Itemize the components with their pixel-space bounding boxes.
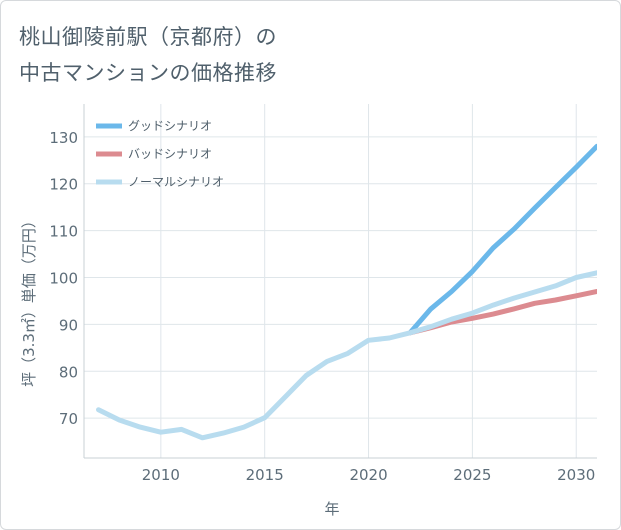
y-tick-label: 130 [49,129,78,147]
x-tick-label: 2025 [453,466,491,484]
page-title: 桃山御陵前駅（京都府）の 中古マンションの価格推移 [19,19,277,91]
x-tick-label: 2020 [349,466,387,484]
axes [83,104,597,459]
tick-labels: 70 80 90 100 110 120 130 2010 2015 2020 2025 2030 [49,129,595,484]
x-tick-label: 2030 [557,466,595,484]
series-line-1 [407,143,597,336]
y-axis-label: 坪（3.3㎡）単価（万円） [20,213,38,387]
legend-label-3: ノーマルシナリオ [128,175,224,189]
title-line-2: 中古マンションの価格推移 [19,61,277,85]
plot-area [84,104,597,458]
y-tick-label: 100 [49,269,78,287]
legend-label-1: グッドシナリオ [128,119,212,133]
legend-label-2: バッドシナリオ [128,147,212,161]
x-tick-label: 2015 [246,466,284,484]
y-tick-label: 80 [59,363,78,381]
y-tick-label: 70 [59,410,78,428]
y-tick-label: 120 [49,176,78,194]
y-tick-label: 110 [49,223,78,241]
x-axis-label: 年 [324,500,339,518]
y-tick-label: 90 [59,316,78,334]
data-series [96,143,597,441]
x-tick-label: 2010 [142,466,180,484]
title-line-1: 桃山御陵前駅（京都府）の [19,25,277,49]
series-line-3 [96,270,597,441]
